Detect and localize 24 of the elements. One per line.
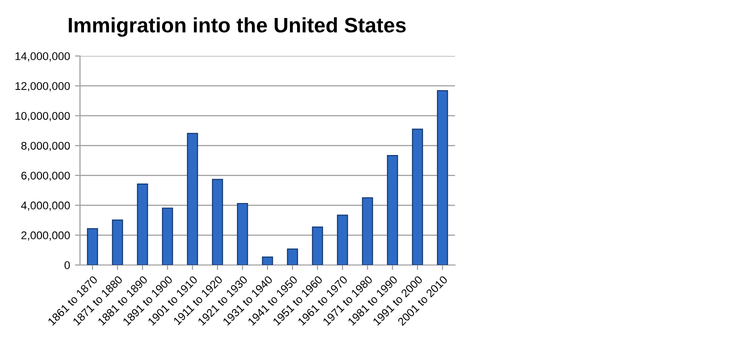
- bar: [236, 202, 248, 265]
- y-tick-label: 10,000,000: [16, 112, 70, 122]
- bar: [412, 128, 424, 265]
- bar: [136, 184, 148, 265]
- bar: [162, 208, 174, 265]
- bar: [312, 226, 324, 265]
- y-tick-label: 14,000,000: [16, 52, 70, 62]
- chart-title: Immigration into the United States: [68, 17, 406, 37]
- bar: [262, 256, 274, 265]
- bar: [436, 90, 448, 265]
- y-tick-label: 0: [64, 261, 70, 270]
- bar: [86, 228, 98, 265]
- y-tick-label: 4,000,000: [21, 202, 70, 211]
- bar: [112, 220, 124, 265]
- bar: [212, 178, 224, 265]
- bar: [386, 155, 398, 265]
- y-tick-label: 12,000,000: [16, 82, 70, 92]
- bar: [336, 214, 348, 265]
- bar: [186, 132, 198, 265]
- bar: [286, 248, 298, 265]
- y-tick-label: 6,000,000: [21, 172, 70, 181]
- bar: [362, 197, 374, 265]
- y-tick-label: 8,000,000: [21, 142, 70, 152]
- y-tick-label: 2,000,000: [21, 231, 70, 241]
